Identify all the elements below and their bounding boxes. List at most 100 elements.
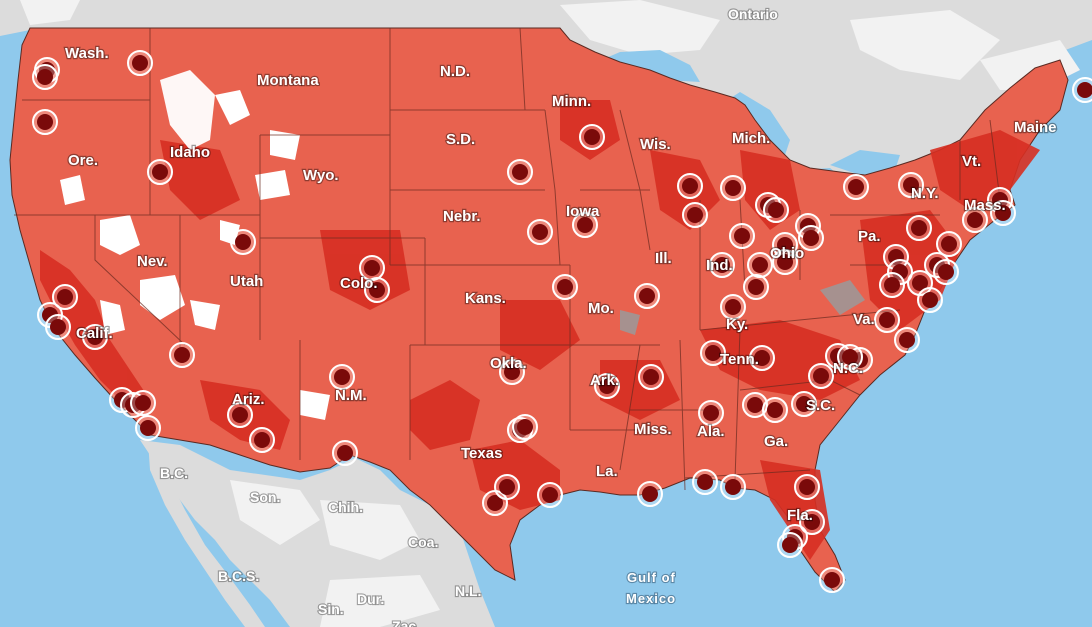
site-marker[interactable] bbox=[762, 397, 788, 423]
site-marker[interactable] bbox=[742, 392, 768, 418]
label-nd: N.D. bbox=[440, 63, 470, 80]
site-marker[interactable] bbox=[763, 197, 789, 223]
site-marker[interactable] bbox=[537, 482, 563, 508]
label-mt: Montana bbox=[257, 72, 319, 89]
site-marker[interactable] bbox=[749, 345, 775, 371]
label-sin: Sin. bbox=[318, 601, 344, 617]
site-marker[interactable] bbox=[579, 124, 605, 150]
site-marker[interactable] bbox=[594, 373, 620, 399]
site-marker-dot bbox=[767, 402, 783, 418]
site-marker-dot bbox=[369, 282, 385, 298]
site-marker-dot bbox=[132, 55, 148, 71]
site-marker[interactable] bbox=[52, 284, 78, 310]
site-marker[interactable] bbox=[127, 50, 153, 76]
site-marker[interactable] bbox=[962, 207, 988, 233]
site-marker-dot bbox=[337, 445, 353, 461]
label-ms: Miss. bbox=[634, 421, 672, 438]
site-marker-dot bbox=[995, 205, 1011, 221]
site-marker[interactable] bbox=[45, 314, 71, 340]
site-marker[interactable] bbox=[798, 225, 824, 251]
site-marker[interactable] bbox=[329, 364, 355, 390]
label-co: Colo. bbox=[340, 275, 378, 292]
site-marker[interactable] bbox=[819, 567, 845, 593]
site-marker[interactable] bbox=[130, 390, 156, 416]
site-marker[interactable] bbox=[634, 283, 660, 309]
site-marker[interactable] bbox=[494, 474, 520, 500]
site-marker[interactable] bbox=[879, 272, 905, 298]
site-marker[interactable] bbox=[230, 229, 256, 255]
site-marker[interactable] bbox=[874, 307, 900, 333]
site-marker[interactable] bbox=[990, 200, 1016, 226]
site-marker[interactable] bbox=[743, 274, 769, 300]
site-marker-dot bbox=[842, 349, 858, 365]
site-marker[interactable] bbox=[917, 287, 943, 313]
site-marker-dot bbox=[748, 279, 764, 295]
site-marker[interactable] bbox=[499, 359, 525, 385]
site-marker[interactable] bbox=[720, 175, 746, 201]
label-fl: Fla. bbox=[787, 507, 813, 524]
site-marker[interactable] bbox=[552, 274, 578, 300]
site-marker[interactable] bbox=[638, 364, 664, 390]
site-marker[interactable] bbox=[843, 174, 869, 200]
label-or: Ore. bbox=[68, 152, 98, 169]
site-marker[interactable] bbox=[898, 172, 924, 198]
site-marker[interactable] bbox=[720, 294, 746, 320]
label-tx: Texas bbox=[461, 445, 502, 462]
site-marker[interactable] bbox=[82, 324, 108, 350]
site-marker[interactable] bbox=[894, 327, 920, 353]
site-marker[interactable] bbox=[720, 474, 746, 500]
site-marker[interactable] bbox=[907, 270, 933, 296]
site-marker[interactable] bbox=[799, 509, 825, 535]
water-labels: Gulf of Mexico bbox=[625, 569, 676, 607]
site-markers bbox=[32, 50, 1092, 593]
label-dur: Dur. bbox=[357, 591, 384, 607]
site-marker-dot bbox=[903, 177, 919, 193]
site-marker[interactable] bbox=[507, 159, 533, 185]
site-marker[interactable] bbox=[572, 212, 598, 238]
site-marker[interactable] bbox=[791, 391, 817, 417]
site-marker-dot bbox=[37, 114, 53, 130]
site-marker[interactable] bbox=[332, 440, 358, 466]
site-marker[interactable] bbox=[906, 215, 932, 241]
site-marker[interactable] bbox=[364, 277, 390, 303]
site-marker[interactable] bbox=[794, 474, 820, 500]
site-marker[interactable] bbox=[729, 223, 755, 249]
site-marker[interactable] bbox=[700, 340, 726, 366]
site-marker[interactable] bbox=[32, 64, 58, 90]
site-marker[interactable] bbox=[512, 414, 538, 440]
site-marker[interactable] bbox=[837, 344, 863, 370]
site-marker[interactable] bbox=[936, 231, 962, 257]
site-marker[interactable] bbox=[933, 259, 959, 285]
site-marker[interactable] bbox=[1072, 77, 1092, 103]
site-marker[interactable] bbox=[169, 342, 195, 368]
site-marker[interactable] bbox=[808, 363, 834, 389]
site-marker[interactable] bbox=[637, 481, 663, 507]
site-marker-dot bbox=[37, 69, 53, 85]
label-al: Ala. bbox=[697, 423, 725, 440]
site-marker[interactable] bbox=[698, 400, 724, 426]
site-marker[interactable] bbox=[147, 159, 173, 185]
label-ar: Ark. bbox=[590, 372, 619, 389]
site-marker[interactable] bbox=[527, 219, 553, 245]
site-marker[interactable] bbox=[772, 249, 798, 275]
site-marker-dot bbox=[512, 164, 528, 180]
site-marker[interactable] bbox=[709, 252, 735, 278]
site-marker[interactable] bbox=[32, 109, 58, 135]
site-marker[interactable] bbox=[677, 173, 703, 199]
site-marker[interactable] bbox=[249, 427, 275, 453]
site-marker[interactable] bbox=[777, 532, 803, 558]
site-marker[interactable] bbox=[692, 469, 718, 495]
site-marker-dot bbox=[1077, 82, 1092, 98]
site-marker[interactable] bbox=[135, 415, 161, 441]
site-marker-dot bbox=[714, 257, 730, 273]
site-marker-dot bbox=[504, 364, 520, 380]
site-marker[interactable] bbox=[682, 202, 708, 228]
site-marker-dot bbox=[643, 369, 659, 385]
site-marker-dot bbox=[140, 420, 156, 436]
site-marker[interactable] bbox=[747, 252, 773, 278]
site-marker-dot bbox=[232, 407, 248, 423]
site-marker[interactable] bbox=[227, 402, 253, 428]
site-marker-dot bbox=[135, 395, 151, 411]
label-ky: Ky. bbox=[726, 316, 748, 333]
